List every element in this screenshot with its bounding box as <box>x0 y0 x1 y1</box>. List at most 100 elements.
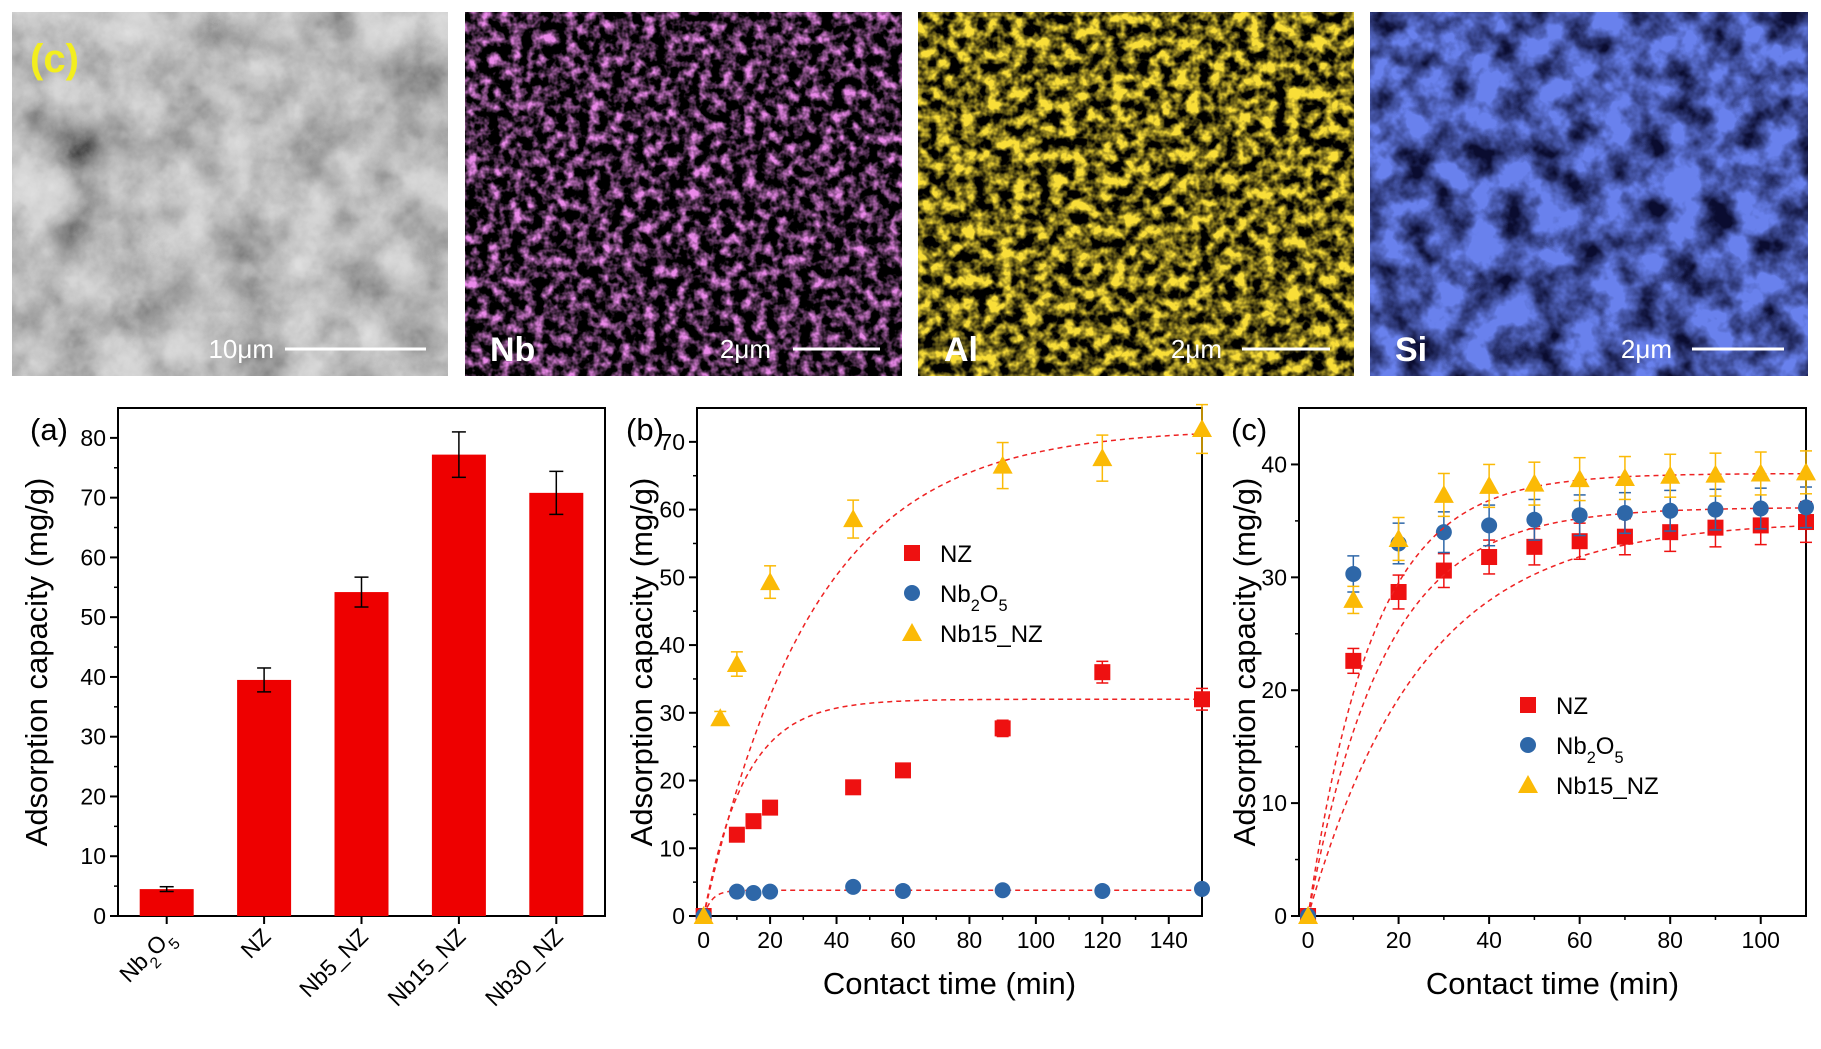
series-nb15_nz <box>1298 450 1816 924</box>
bar <box>237 679 292 916</box>
data-point <box>1750 463 1771 482</box>
data-point <box>1616 504 1633 521</box>
data-point <box>994 882 1011 899</box>
series-nb15_nz <box>693 403 1212 924</box>
data-point <box>1298 906 1319 924</box>
plot-frame <box>1298 407 1807 917</box>
series-nz <box>695 660 1210 924</box>
fit-curve <box>702 889 1202 917</box>
micrograph-nb-map: Nb 2μm <box>465 12 902 376</box>
y-tick-label: 20 <box>659 768 685 794</box>
sem-panel-label: (c) <box>30 37 79 81</box>
legend-entry: Nb15_NZ <box>1556 773 1659 800</box>
data-point <box>1092 448 1113 467</box>
legend-entry: NZ <box>940 541 972 568</box>
data-point <box>1526 538 1543 555</box>
micrograph-sem: (c) 10μm <box>12 12 448 376</box>
bar <box>529 492 584 916</box>
y-tick-label: 70 <box>80 485 106 511</box>
x-axis-title: Contact time (min) <box>823 966 1076 1001</box>
data-point <box>845 878 862 895</box>
fit-curve <box>1307 524 1807 917</box>
data-point <box>894 762 911 779</box>
data-point <box>1194 880 1210 897</box>
x-tick-label: 100 <box>1742 927 1780 953</box>
data-point <box>1343 589 1364 608</box>
x-tick-label: 80 <box>1657 927 1683 953</box>
x-tick-label: 60 <box>1567 927 1593 953</box>
data-point <box>1192 418 1212 437</box>
chart-a-bar: 0 10 20 30 40 50 60 70 80 Adsorption capacity (mg… <box>19 407 606 1011</box>
y-tick-label: 80 <box>80 425 106 451</box>
element-label: Al <box>944 331 978 369</box>
series-nb2o5 <box>695 878 1210 924</box>
fit-curve <box>702 432 1203 917</box>
data-point <box>1705 464 1726 483</box>
x-tick-label: 120 <box>1083 927 1121 953</box>
micrograph-si-map: Si 2μm <box>1370 12 1808 376</box>
y-tick-label: 50 <box>80 604 106 630</box>
data-point <box>1479 475 1500 494</box>
legend-entry: NZ <box>1556 693 1588 720</box>
data-point <box>1435 524 1452 541</box>
data-point <box>726 654 747 673</box>
category-label: Nb2O5 <box>114 923 184 993</box>
data-point <box>1752 500 1769 517</box>
data-point <box>710 708 731 727</box>
data-point <box>1526 511 1543 528</box>
data-point <box>762 883 779 900</box>
chart-b-kinetics: 0 10 20 30 40 50 60 70 0 20 40 60 80 100 120 140 Adsorpt… <box>624 403 1212 1001</box>
data-point <box>1435 562 1452 579</box>
category-label: Nb30_NZ <box>480 923 568 1011</box>
element-label: Si <box>1395 331 1427 369</box>
x-tick-label: 0 <box>697 927 710 953</box>
data-point <box>762 799 779 816</box>
panel-label: (a) <box>30 412 68 447</box>
micrograph-al-map: Al 2μm <box>918 12 1354 376</box>
data-point <box>1571 533 1588 550</box>
x-axis-title: Contact time (min) <box>1426 966 1679 1001</box>
x-tick-label: 40 <box>824 927 850 953</box>
data-point <box>902 623 922 641</box>
legend-entry: Nb2O5 <box>940 581 1008 615</box>
category-label: Nb15_NZ <box>382 923 470 1011</box>
data-point <box>1094 664 1111 681</box>
scale-bar-label: 10μm <box>208 334 274 364</box>
scale-bar-label: 2μm <box>1621 334 1672 364</box>
y-axis-title: Adsorption capacity (mg/g) <box>1227 478 1262 847</box>
data-point <box>1707 501 1724 518</box>
y-tick-label: 0 <box>672 903 685 929</box>
x-tick-label: 140 <box>1150 927 1188 953</box>
data-point <box>845 779 862 796</box>
fit-curve <box>702 698 1202 917</box>
data-point <box>1345 652 1362 669</box>
y-tick-label: 50 <box>659 564 685 590</box>
x-tick-label: 100 <box>1017 927 1055 953</box>
y-axis-title: Adsorption capacity (mg/g) <box>19 478 54 847</box>
data-point <box>843 509 864 528</box>
y-tick-label: 20 <box>1261 677 1287 703</box>
y-tick-label: 30 <box>1261 564 1287 590</box>
y-tick-label: 30 <box>80 724 106 750</box>
y-tick-label: 60 <box>659 497 685 523</box>
data-point <box>992 455 1013 474</box>
y-axis-title: Adsorption capacity (mg/g) <box>624 478 659 847</box>
data-point <box>894 882 911 899</box>
category-label: NZ <box>236 923 276 963</box>
data-point <box>1518 775 1538 793</box>
data-point <box>1481 517 1498 534</box>
bar <box>334 592 389 916</box>
y-tick-label: 0 <box>93 903 106 929</box>
data-point <box>1571 507 1588 524</box>
legend-entry: Nb2O5 <box>1556 733 1624 767</box>
data-point <box>1660 465 1681 484</box>
y-tick-label: 40 <box>1261 451 1287 477</box>
x-tick-label: 20 <box>1386 927 1412 953</box>
data-point <box>1524 473 1545 492</box>
data-point <box>994 720 1011 737</box>
y-tick-label: 10 <box>1261 790 1287 816</box>
data-point <box>728 883 745 900</box>
y-tick-label: 70 <box>659 429 685 455</box>
data-point <box>1798 499 1814 516</box>
